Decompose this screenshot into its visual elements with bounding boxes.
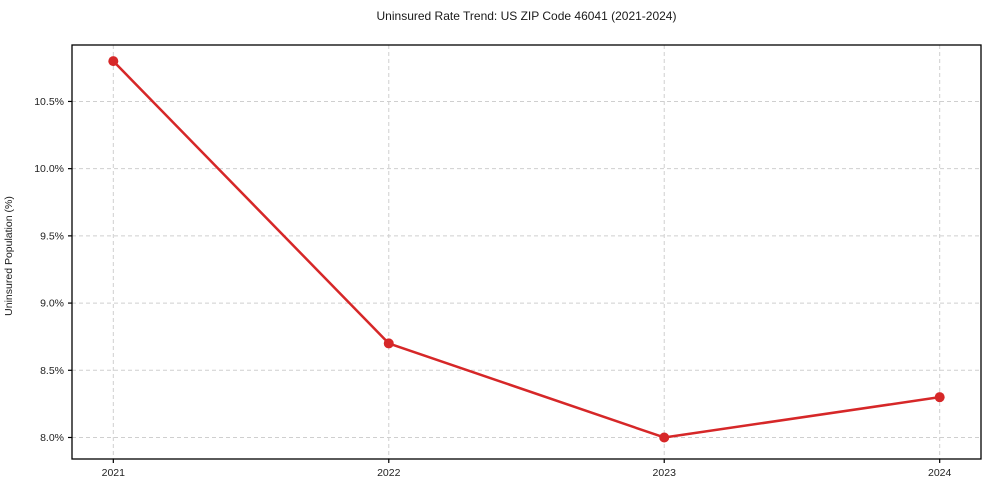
x-tick-label-2021: 2021 — [102, 467, 126, 479]
y-tick-label: 9.5% — [40, 230, 64, 242]
x-tick-label-2022: 2022 — [377, 467, 401, 479]
y-tick-label: 9.0% — [40, 298, 64, 310]
data-point-2023 — [659, 432, 670, 443]
chart-title: Uninsured Rate Trend: US ZIP Code 46041 … — [376, 9, 677, 23]
y-tick-label: 8.0% — [40, 432, 64, 444]
x-tick-label-2024: 2024 — [928, 467, 952, 479]
data-point-2022 — [383, 338, 394, 349]
plot-frame — [71, 44, 982, 460]
data-point-2024 — [934, 392, 945, 403]
x-tick-label-2023: 2023 — [653, 467, 677, 479]
series-line-uninsured-rate — [112, 59, 941, 439]
data-point-2021 — [108, 56, 119, 67]
y-tick-label: 10.0% — [34, 163, 64, 175]
y-tick-label: 8.5% — [40, 365, 64, 377]
y-tick-label: 10.5% — [34, 96, 64, 108]
